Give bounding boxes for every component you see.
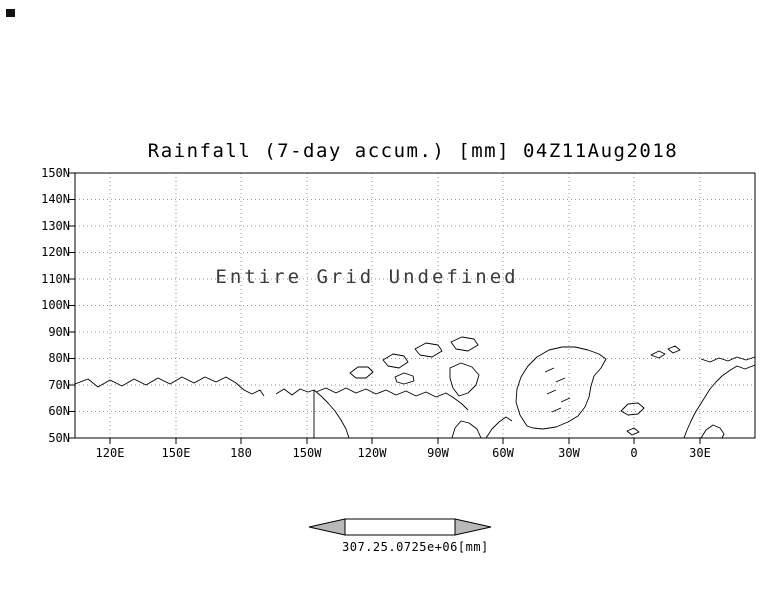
undefined-grid-annotation: Entire Grid Undefined xyxy=(215,266,519,288)
x-axis-tick-label: 60W xyxy=(492,446,514,460)
y-axis-tick-label: 80N xyxy=(48,351,70,365)
coastlines xyxy=(74,336,756,439)
y-axis-tick-label: 140N xyxy=(41,192,70,206)
x-axis-tick-label: 90W xyxy=(427,446,449,460)
colorbar-left-arrow-icon xyxy=(308,518,346,536)
corner-artifact xyxy=(6,9,15,17)
x-axis-tick-label: 120W xyxy=(357,446,387,460)
colorbar-right-arrow-icon xyxy=(454,518,492,536)
y-axis-tick-label: 60N xyxy=(48,404,70,418)
x-axis-tick-label: 150E xyxy=(161,446,191,460)
y-axis-tick-label: 70N xyxy=(48,378,70,392)
y-axis-tick-label: 100N xyxy=(41,298,70,312)
x-axis-tick-label: 0 xyxy=(630,446,638,460)
x-axis-tick-label: 120E xyxy=(95,446,125,460)
grid-lines xyxy=(75,173,755,438)
colorbar-labels: 307.25.0725e+06[mm] xyxy=(342,540,489,554)
y-axis-tick-label: 120N xyxy=(41,245,70,259)
colorbar-tick-label-min: 307.2 xyxy=(342,540,381,554)
y-axis-tick-label: 50N xyxy=(48,431,70,445)
colorbar-tick-label-max: 5.0725e+06 xyxy=(380,540,458,554)
plot-border xyxy=(74,172,756,439)
y-axis-tick-label: 110N xyxy=(41,272,70,286)
x-axis-tick-label: 30W xyxy=(558,446,580,460)
colorbar-unit-label: [mm] xyxy=(457,540,489,554)
axis-tick-marks xyxy=(69,172,701,444)
colorbar-cell xyxy=(344,518,456,536)
y-axis-tick-label: 90N xyxy=(48,325,70,339)
greenland-outline xyxy=(515,346,607,430)
x-axis-tick-label: 30E xyxy=(689,446,711,460)
x-axis-tick-label: 180 xyxy=(230,446,252,460)
chart-title: Rainfall (7-day accum.) [mm] 04Z11Aug201… xyxy=(147,140,679,162)
y-axis-tick-label: 130N xyxy=(41,219,70,233)
colorbar xyxy=(308,518,492,536)
y-axis-tick-label: 150N xyxy=(41,166,70,180)
x-axis-tick-label: 150W xyxy=(292,446,322,460)
